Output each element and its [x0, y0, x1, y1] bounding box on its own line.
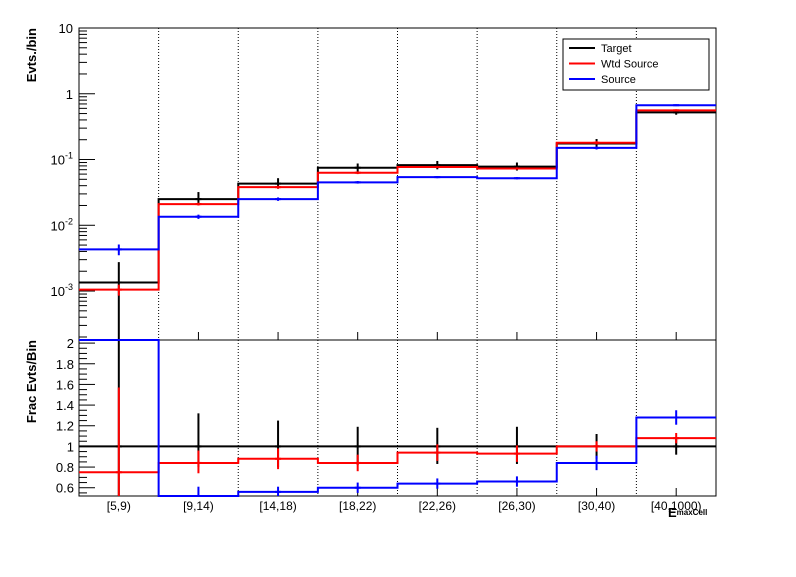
legend-entry: Wtd Source — [601, 59, 658, 71]
y-tick-label: 1.2 — [56, 419, 74, 434]
x-tick-label: [18,22) — [339, 499, 376, 513]
x-tick-label: [30,40) — [578, 499, 615, 513]
legend-entry: Source — [601, 74, 636, 86]
x-axis-title: EmaxCell — [668, 505, 707, 520]
top-y-axis-title: Evts./bin — [24, 28, 39, 82]
y-tick-label: 10-2 — [51, 216, 73, 233]
y-tick-label: 10 — [59, 21, 73, 36]
histogram-line — [79, 437, 716, 474]
y-tick-label: 1 — [67, 439, 74, 454]
x-tick-label: [40,1000) — [651, 499, 702, 513]
x-tick-label: [5,9) — [107, 499, 131, 513]
x-tick-label: [22,26) — [419, 499, 456, 513]
x-tick-label: [9,14) — [183, 499, 214, 513]
top-series-wtd-source — [79, 109, 716, 296]
y-tick-label: 0.8 — [56, 460, 74, 475]
x-tick-label: [26,30) — [498, 499, 535, 513]
top-series-source — [79, 104, 716, 256]
y-tick-label: 10-3 — [51, 282, 73, 299]
bottom-y-axis-title: Frac Evts/Bin — [24, 340, 39, 423]
bottom-series-source — [79, 339, 716, 497]
bottom-series-wtd-source — [79, 387, 716, 496]
y-tick-label: 1 — [66, 87, 73, 102]
histogram-line — [79, 104, 716, 251]
y-tick-label: 2 — [67, 336, 74, 351]
top-series-target — [79, 109, 716, 340]
y-tick-label: 1.4 — [56, 398, 74, 413]
y-tick-label: 1.8 — [56, 357, 74, 372]
y-tick-label: 0.6 — [56, 481, 74, 496]
legend-entry: Target — [601, 43, 632, 55]
y-tick-label: 10-1 — [51, 151, 73, 168]
y-tick-label: 1.6 — [56, 377, 74, 392]
x-tick-label: [14,18) — [259, 499, 296, 513]
